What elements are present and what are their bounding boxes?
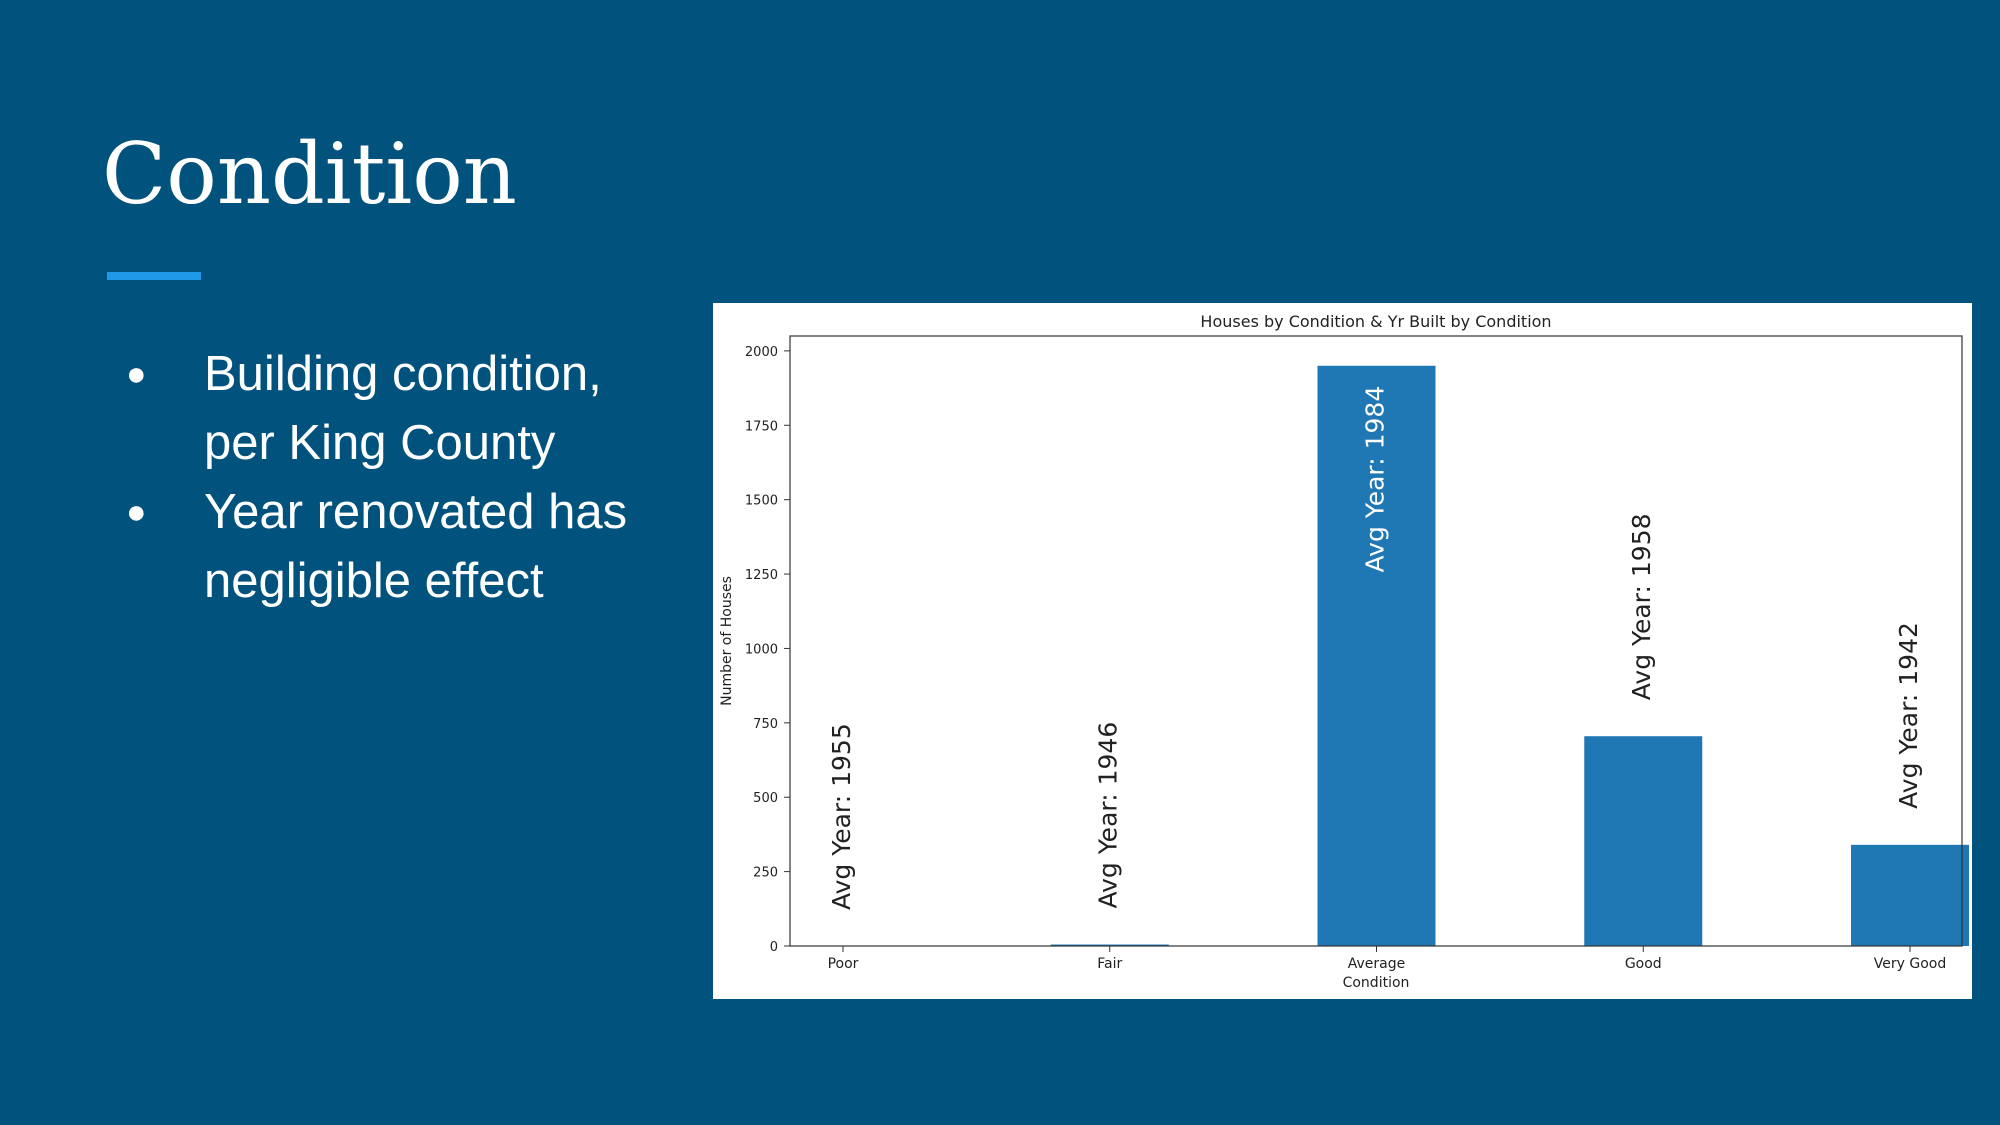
bullet-dot-icon: ● (126, 355, 147, 393)
y-tick-label: 1250 (745, 568, 778, 583)
bar-annotation: Avg Year: 1958 (1627, 513, 1656, 700)
plot-frame (789, 335, 1963, 947)
x-tick-label: Poor (828, 956, 859, 972)
bar-good (1584, 736, 1703, 946)
bar-chart: Houses by Condition & Yr Built by Condit… (719, 312, 1969, 991)
bar-very-good (1851, 844, 1969, 946)
bar-average (1317, 365, 1436, 946)
x-tick-label: Good (1625, 956, 1662, 972)
y-tick-label: 2000 (745, 345, 778, 360)
y-tick-label: 750 (753, 717, 778, 732)
y-tick-label: 250 (753, 866, 778, 881)
slide-title: Condition (102, 125, 517, 223)
chart-panel: Houses by Condition & Yr Built by Condit… (713, 303, 1972, 999)
x-axis-label: Condition (1343, 975, 1410, 991)
bar-annotation: Avg Year: 1946 (1094, 722, 1123, 909)
bullet-item: ● Building condition, per King County (120, 340, 680, 478)
bullet-item: ● Year renovated has negligible effect (120, 478, 680, 616)
bullet-text: Building condition, per King County (204, 347, 602, 470)
y-tick-label: 1750 (745, 419, 778, 434)
chart-title: Houses by Condition & Yr Built by Condit… (1200, 312, 1551, 331)
bullet-list: ● Building condition, per King County ● … (120, 340, 680, 616)
bar-annotation: Avg Year: 1955 (827, 723, 856, 910)
y-tick-label: 500 (753, 791, 778, 806)
y-tick-label: 1000 (745, 642, 778, 657)
bar-annotation: Avg Year: 1984 (1361, 386, 1390, 573)
bar-annotation: Avg Year: 1942 (1894, 622, 1923, 809)
x-tick-label: Very Good (1874, 956, 1946, 972)
bullet-text: Year renovated has negligible effect (204, 485, 628, 608)
title-underline (107, 272, 201, 280)
x-tick-label: Average (1348, 956, 1406, 972)
bar-fair (1050, 944, 1169, 946)
bullet-dot-icon: ● (126, 493, 147, 531)
y-tick-label: 1500 (745, 494, 778, 509)
x-tick-label: Fair (1097, 956, 1122, 972)
y-tick-label: 0 (770, 940, 778, 955)
y-axis-label: Number of Houses (719, 576, 735, 706)
